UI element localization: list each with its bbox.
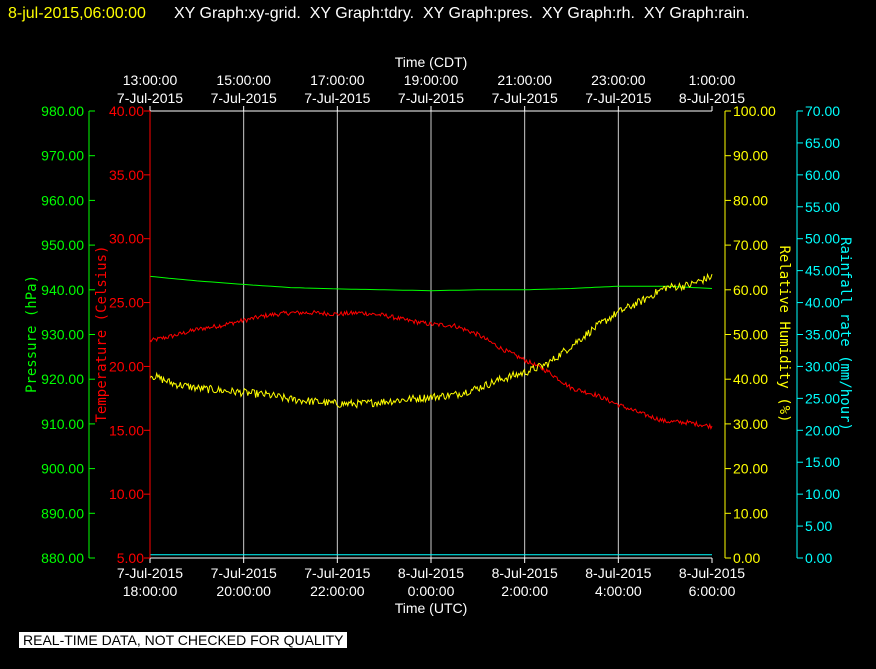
pressure-tick-label: 940.00 (41, 282, 84, 298)
rain-tick-label: 55.00 (805, 199, 840, 215)
x-top-tick-date: 7-Jul-2015 (304, 90, 370, 106)
x-top-tick-time: 19:00:00 (404, 72, 459, 88)
humidity-tick-label: 70.00 (733, 237, 768, 253)
x-top-tick-date: 7-Jul-2015 (398, 90, 464, 106)
humidity-tick-label: 60.00 (733, 282, 768, 298)
x-top-tick-date: 7-Jul-2015 (211, 90, 277, 106)
rain-tick-label: 60.00 (805, 167, 840, 183)
x-bottom-tick-date: 7-Jul-2015 (304, 565, 370, 581)
x-bottom-tick-time: 2:00:00 (501, 583, 548, 599)
header-graph-list: XY Graph:xy-grid. XY Graph:tdry. XY Grap… (174, 5, 749, 22)
humidity-axis-title: Relative Humidity (%) (776, 245, 792, 422)
x-bottom-title: Time (UTC) (395, 600, 468, 616)
rain-tick-label: 10.00 (805, 486, 840, 502)
pressure-tick-label: 890.00 (41, 505, 84, 521)
pressure-tick-label: 880.00 (41, 550, 84, 566)
humidity-tick-label: 50.00 (733, 327, 768, 343)
humidity-tick-label: 10.00 (733, 505, 768, 521)
temperature-series-line (149, 309, 713, 430)
temperature-tick-label: 20.00 (109, 358, 144, 374)
humidity-tick-label: 40.00 (733, 371, 768, 387)
humidity-tick-label: 0.00 (733, 550, 760, 566)
x-bottom-tick-date: 8-Jul-2015 (679, 565, 745, 581)
rain-tick-label: 50.00 (805, 231, 840, 247)
rain-tick-label: 70.00 (805, 103, 840, 119)
x-top-tick-date: 7-Jul-2015 (117, 90, 183, 106)
axes: 13:00:00 7-Jul-2015 15:00:00 7-Jul-2015 17:0… (41, 72, 840, 599)
x-top-tick-time: 1:00:00 (689, 72, 736, 88)
quality-disclaimer: REAL-TIME DATA, NOT CHECKED FOR QUALITY (19, 632, 348, 648)
pressure-tick-label: 920.00 (41, 371, 84, 387)
x-bottom-tick-date: 7-Jul-2015 (117, 565, 183, 581)
rain-tick-label: 25.00 (805, 390, 840, 406)
x-top-tick-date: 8-Jul-2015 (679, 90, 745, 106)
rain-tick-label: 20.00 (805, 422, 840, 438)
x-bottom-tick-date: 8-Jul-2015 (398, 565, 464, 581)
rain-tick-label: 15.00 (805, 454, 840, 470)
x-bottom-tick-time: 4:00:00 (595, 583, 642, 599)
pressure-tick-label: 930.00 (41, 327, 84, 343)
x-top-tick-date: 7-Jul-2015 (492, 90, 558, 106)
pressure-tick-label: 950.00 (41, 237, 84, 253)
x-top-tick-date: 7-Jul-2015 (585, 90, 651, 106)
pressure-tick-label: 900.00 (41, 461, 84, 477)
x-bottom-tick-date: 8-Jul-2015 (585, 565, 651, 581)
x-bottom-tick-time: 22:00:00 (310, 583, 365, 599)
rain-axis-title: Rainfall rate (mm/hour) (837, 237, 853, 431)
temperature-tick-label: 10.00 (109, 486, 144, 502)
rain-tick-label: 40.00 (805, 295, 840, 311)
rain-tick-label: 0.00 (805, 550, 832, 566)
x-top-tick-time: 15:00:00 (216, 72, 271, 88)
humidity-tick-label: 20.00 (733, 461, 768, 477)
x-top-tick-time: 17:00:00 (310, 72, 365, 88)
humidity-tick-label: 30.00 (733, 416, 768, 432)
pressure-tick-label: 960.00 (41, 192, 84, 208)
temperature-tick-label: 5.00 (117, 550, 144, 566)
humidity-series-line (149, 272, 713, 409)
x-bottom-tick-time: 0:00:00 (408, 583, 455, 599)
x-top-tick-time: 13:00:00 (123, 72, 178, 88)
x-bottom-tick-time: 20:00:00 (216, 583, 271, 599)
x-top-tick-time: 23:00:00 (591, 72, 646, 88)
temperature-tick-label: 30.00 (109, 231, 144, 247)
temperature-tick-label: 15.00 (109, 422, 144, 438)
pressure-series-line (149, 275, 713, 292)
humidity-tick-label: 90.00 (733, 148, 768, 164)
x-bottom-tick-time: 18:00:00 (123, 583, 178, 599)
temperature-tick-label: 35.00 (109, 167, 144, 183)
pressure-tick-label: 980.00 (41, 103, 84, 119)
rain-tick-label: 35.00 (805, 327, 840, 343)
pressure-tick-label: 970.00 (41, 148, 84, 164)
rain-tick-label: 45.00 (805, 263, 840, 279)
pressure-axis-title: Pressure (hPa) (24, 275, 40, 393)
temperature-tick-label: 40.00 (109, 103, 144, 119)
temperature-axis-title: Temperature (Celsius) (94, 245, 110, 422)
x-bottom-tick-time: 6:00:00 (689, 583, 736, 599)
x-top-tick-time: 21:00:00 (497, 72, 552, 88)
pressure-tick-label: 910.00 (41, 416, 84, 432)
data-series (149, 272, 713, 556)
temperature-tick-label: 25.00 (109, 295, 144, 311)
x-bottom-tick-date: 8-Jul-2015 (492, 565, 558, 581)
x-bottom-tick-date: 7-Jul-2015 (211, 565, 277, 581)
rain-tick-label: 65.00 (805, 135, 840, 151)
humidity-tick-label: 100.00 (733, 103, 776, 119)
rain-tick-label: 5.00 (805, 518, 832, 534)
header-timestamp: 8-jul-2015,06:00:00 (8, 5, 146, 22)
x-top-title: Time (CDT) (395, 54, 468, 70)
humidity-tick-label: 80.00 (733, 192, 768, 208)
rain-tick-label: 30.00 (805, 358, 840, 374)
